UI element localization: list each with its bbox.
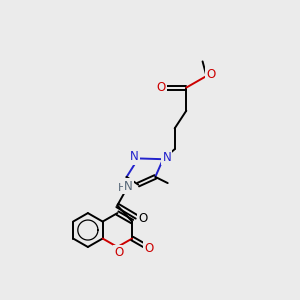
Text: O: O [114,246,124,259]
Text: O: O [138,212,148,225]
Text: N: N [124,180,133,193]
Text: N: N [163,151,171,164]
Text: O: O [156,81,165,94]
Text: N: N [130,150,139,164]
Text: O: O [144,242,154,255]
Text: O: O [206,68,216,81]
Text: H: H [118,183,126,193]
